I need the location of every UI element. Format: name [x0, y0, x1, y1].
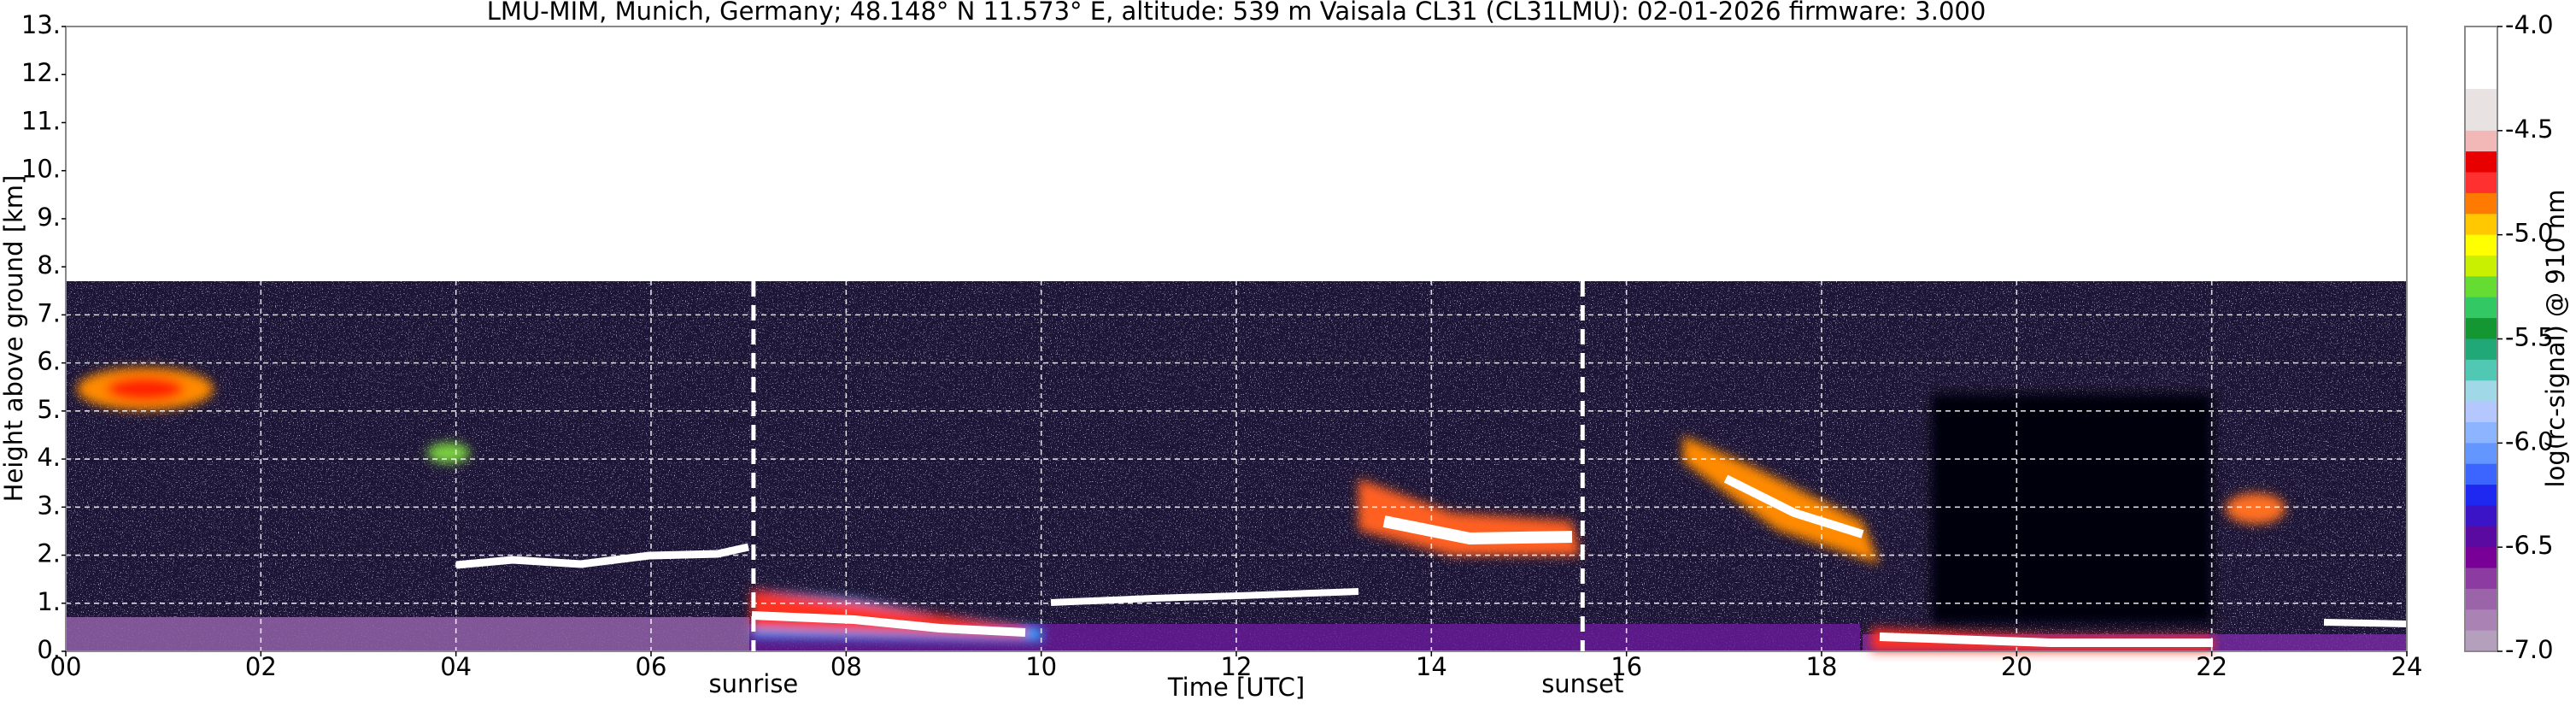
y-tick-label: 2.: [37, 539, 61, 568]
y-axis-label: Height above ground [km]: [0, 175, 28, 503]
colorbar-segment: [2465, 276, 2497, 298]
x-tick-label: 12: [1221, 652, 1253, 681]
colorbar-tick-label: -5.5: [2505, 323, 2554, 352]
backscatter-image: [66, 281, 2408, 651]
x-tick-label: 14: [1416, 652, 1447, 681]
y-tick-label: 6.: [37, 347, 61, 376]
colorbar-segment: [2465, 109, 2497, 132]
colorbar-tick-label: -6.5: [2505, 531, 2554, 560]
x-tick-label: 06: [636, 652, 667, 681]
colorbar-segment: [2465, 26, 2497, 48]
x-tick-label: 22: [2196, 652, 2227, 681]
y-tick-label: 12.: [21, 58, 61, 87]
x-tick-label: 00: [50, 652, 82, 681]
colorbar-tick-label: -7.0: [2505, 635, 2554, 664]
x-tick-label: 08: [830, 652, 862, 681]
colorbar-segment: [2465, 380, 2497, 403]
y-tick-label: 5.: [37, 395, 61, 424]
colorbar-tick-label: -6.0: [2505, 427, 2554, 456]
y-tick-label: 3.: [37, 491, 61, 520]
colorbar-segment: [2465, 630, 2497, 652]
x-tick-label: 04: [440, 652, 472, 681]
x-tick-label: 24: [2391, 652, 2423, 681]
colorbar-segment: [2465, 547, 2497, 569]
colorbar-segment: [2465, 234, 2497, 256]
colorbar-segment: [2465, 256, 2497, 277]
colorbar-segment: [2465, 89, 2497, 110]
colorbar-segment: [2465, 588, 2497, 610]
y-tick-label: 10.: [21, 155, 61, 184]
colorbar-segment: [2465, 526, 2497, 548]
colorbar-segment: [2465, 214, 2497, 236]
annotation-label: sunrise: [708, 669, 798, 698]
colorbar-segment: [2465, 443, 2497, 465]
y-tick-label: 9.: [37, 203, 61, 232]
x-tick-label: 16: [1611, 652, 1642, 681]
annotation-label: sunset: [1541, 669, 1623, 698]
colorbar-segment: [2465, 151, 2497, 174]
colorbar-segment: [2465, 192, 2497, 215]
colorbar-tick-label: -5.0: [2505, 219, 2554, 248]
colorbar-segment: [2465, 318, 2497, 339]
x-tick-label: 18: [1806, 652, 1838, 681]
colorbar-segment: [2465, 421, 2497, 444]
colorbar-segment: [2465, 297, 2497, 319]
colorbar-segment: [2465, 609, 2497, 632]
colorbar-segment: [2465, 505, 2497, 527]
colorbar-segment: [2465, 359, 2497, 381]
colorbar-segment: [2465, 47, 2497, 69]
y-tick-label: 7.: [37, 298, 61, 327]
y-tick-label: 4.: [37, 443, 61, 472]
y-tick-label: 0.: [37, 635, 61, 664]
colorbar-label: log(rc-signal) @ 910 nm: [2541, 190, 2570, 488]
x-tick-label: 20: [2001, 652, 2033, 681]
colorbar-segment: [2465, 338, 2497, 361]
colorbar-segment: [2465, 172, 2497, 194]
x-axis-label: Time [UTC]: [1167, 673, 1305, 702]
y-tick-label: 11.: [21, 106, 61, 135]
x-tick-label: 10: [1025, 652, 1057, 681]
colorbar-tick-label: -4.5: [2505, 115, 2554, 144]
y-tick-label: 8.: [37, 250, 61, 279]
colorbar-segment: [2465, 463, 2497, 485]
colorbar-tick-label: -4.0: [2505, 10, 2554, 39]
colorbar-segment: [2465, 401, 2497, 423]
colorbar-segment: [2465, 130, 2497, 152]
y-tick-label: 13.: [21, 10, 61, 39]
colorbar-segment: [2465, 485, 2497, 506]
y-tick-label: 1.: [37, 587, 61, 616]
x-tick-label: 02: [245, 652, 277, 681]
chart-title: LMU-MIM, Munich, Germany; 48.148° N 11.5…: [487, 0, 1986, 26]
colorbar-segment: [2465, 68, 2497, 90]
colorbar-segment: [2465, 568, 2497, 590]
